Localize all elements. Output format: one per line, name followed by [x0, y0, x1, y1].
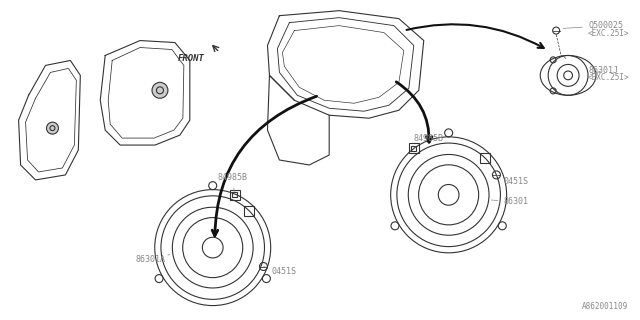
Bar: [232, 192, 237, 197]
Text: Q500025: Q500025: [563, 21, 623, 30]
Bar: [244, 206, 254, 216]
Bar: [480, 153, 490, 163]
Text: A862001109: A862001109: [582, 302, 628, 311]
Text: <EXC.25I>: <EXC.25I>: [588, 28, 630, 37]
Text: <EXC.25I>: <EXC.25I>: [588, 73, 630, 82]
Circle shape: [152, 82, 168, 98]
Text: FRONT: FRONT: [178, 54, 205, 63]
Text: 86301A: 86301A: [135, 255, 170, 264]
Text: 86301J: 86301J: [588, 66, 618, 75]
Circle shape: [47, 122, 58, 134]
Text: 86301: 86301: [492, 197, 529, 206]
Text: 0451S: 0451S: [264, 267, 296, 276]
Text: 84985B: 84985B: [414, 134, 444, 148]
Bar: [409, 143, 419, 153]
Bar: [230, 190, 239, 200]
Text: 0451S: 0451S: [497, 175, 529, 186]
Bar: [412, 146, 416, 150]
Text: 84985B: 84985B: [218, 173, 248, 192]
